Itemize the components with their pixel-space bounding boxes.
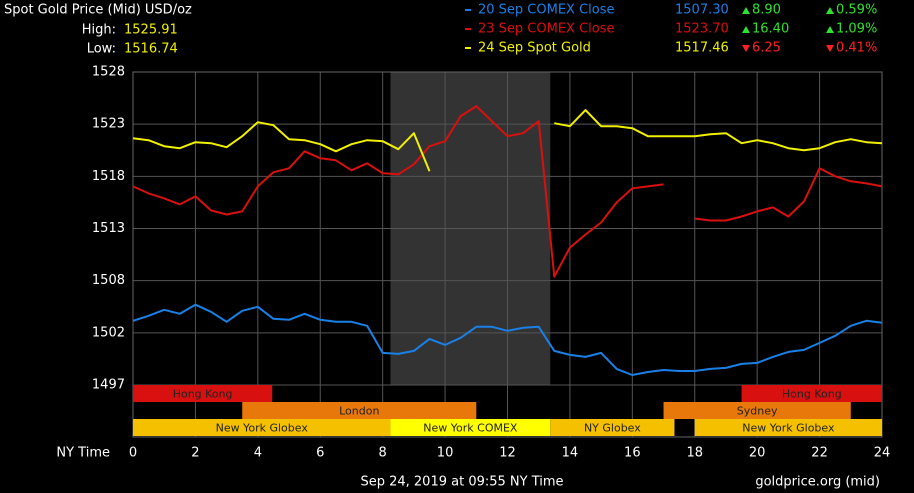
session-label: NY Globex [584, 422, 641, 435]
x-tick-label: 18 [686, 446, 703, 461]
session-label: London [339, 405, 379, 418]
x-tick-label: 2 [191, 446, 199, 461]
y-tick-label: 1513 [92, 221, 125, 236]
y-tick-label: 1502 [92, 325, 125, 340]
change-arrow [826, 26, 834, 33]
legend-close: 1523.70 [675, 22, 729, 37]
y-tick-label: 1523 [92, 117, 125, 132]
legend-change: 8.90 [752, 3, 781, 18]
session-bar [390, 419, 551, 436]
y-tick-label: 1508 [92, 273, 125, 288]
footer-date: Sep 24, 2019 at 09:55 NY Time [360, 475, 563, 490]
session-bar [663, 402, 851, 419]
legend-close: 1517.46 [675, 41, 729, 56]
x-tick-label: 20 [749, 446, 766, 461]
high-label: High: [82, 23, 116, 38]
x-tick-label: 22 [811, 446, 828, 461]
x-tick-label: 8 [379, 446, 387, 461]
x-tick-label: 4 [254, 446, 262, 461]
change-arrow [826, 7, 834, 14]
y-tick-label: 1497 [92, 378, 125, 393]
legend-change: 0.59% [836, 3, 877, 18]
low-value: 1516.74 [124, 42, 178, 57]
legend-change: 0.41% [836, 41, 877, 56]
legend-change: 1.09% [836, 22, 877, 37]
x-tick-label: 16 [624, 446, 641, 461]
session-bar [242, 402, 477, 419]
plot-frame [132, 71, 883, 438]
x-axis-label: NY Time [56, 446, 110, 461]
session-label: New York COMEX [423, 422, 518, 435]
session-bar [741, 385, 882, 402]
legend-name: 20 Sep COMEX Close [478, 3, 615, 18]
x-tick-label: 6 [316, 446, 324, 461]
change-arrow [826, 45, 834, 52]
footer-source: goldprice.org (mid) [755, 475, 880, 490]
x-tick-label: 24 [874, 446, 891, 461]
session-bar [694, 419, 882, 436]
x-tick-label: 10 [437, 446, 454, 461]
legend-name: 23 Sep COMEX Close [478, 22, 615, 37]
series-line [132, 303, 883, 376]
session-bar [550, 419, 675, 436]
session-label: Sydney [737, 405, 778, 418]
y-tick-label: 1518 [92, 169, 125, 184]
session-bar [133, 419, 391, 436]
change-arrow [742, 45, 750, 52]
high-value: 1525.91 [124, 23, 178, 38]
change-arrow [742, 26, 750, 33]
session-label: New York Globex [216, 422, 309, 435]
series-line [132, 105, 883, 278]
session-bar [133, 385, 273, 402]
low-label: Low: [87, 42, 116, 57]
series-line [132, 109, 883, 172]
x-tick-label: 12 [499, 446, 516, 461]
session-label: Hong Kong [782, 388, 842, 401]
change-arrow [742, 7, 750, 14]
chart-title: Spot Gold Price (Mid) USD/oz [4, 3, 192, 18]
session-label: Hong Kong [173, 388, 233, 401]
legend-change: 6.25 [752, 41, 781, 56]
legend-name: 24 Sep Spot Gold [478, 41, 591, 56]
legend-close: 1507.30 [675, 3, 729, 18]
x-tick-label: 0 [129, 446, 137, 461]
x-tick-label: 14 [562, 446, 579, 461]
y-tick-label: 1528 [92, 65, 125, 80]
session-label: New York Globex [742, 422, 835, 435]
legend-change: 16.40 [752, 22, 789, 37]
